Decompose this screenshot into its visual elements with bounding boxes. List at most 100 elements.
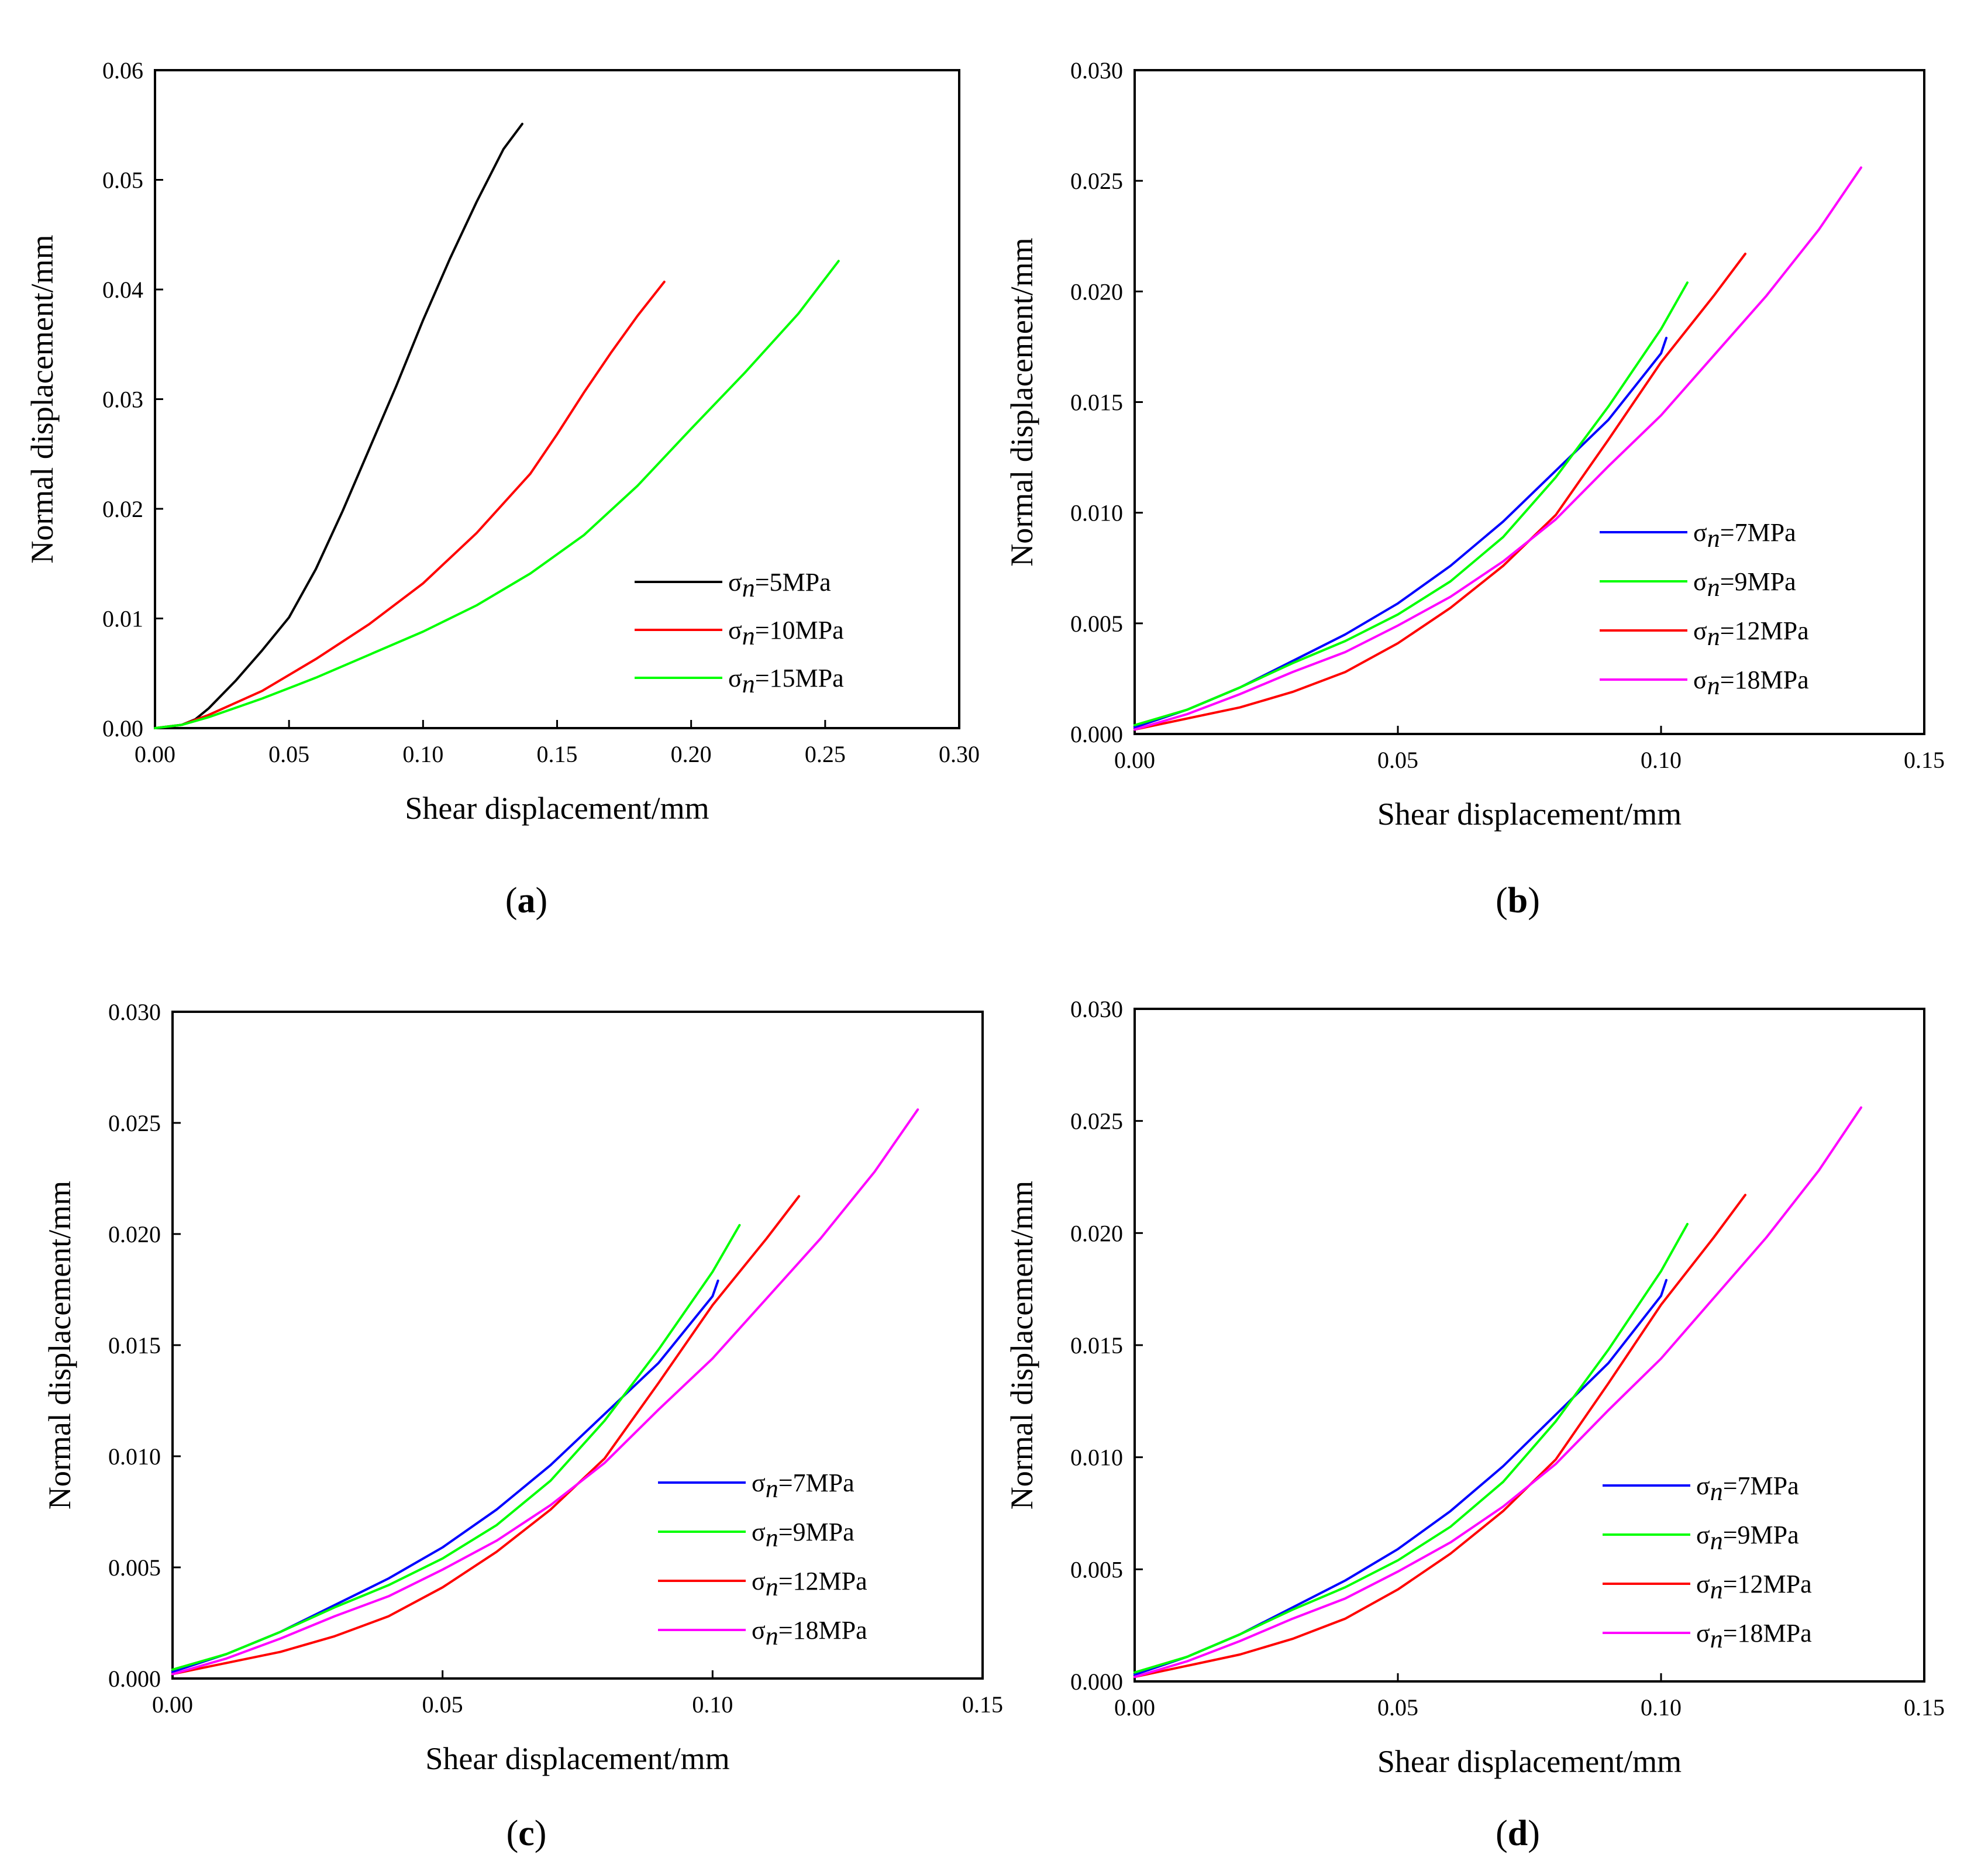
y-tick-label: 0.020 [108,1221,161,1247]
y-tick-label: 0.010 [108,1443,161,1470]
series-line-0 [1133,336,1667,729]
legend-label: σn=7MPa [752,1469,855,1503]
legend-value: =18MPa [1720,666,1809,694]
x-tick-label: 0.15 [1904,1694,1945,1721]
y-tick-label: 0.03 [102,387,143,413]
legend-sigma: σ [1693,666,1707,694]
legend-sigma: σ [1696,1521,1710,1549]
series-line-1 [1133,281,1689,726]
x-tick-label: 0.00 [135,741,175,767]
x-axis-title: Shear displacement/mm [1377,797,1682,832]
x-tick-label: 0.00 [1114,747,1155,773]
x-tick-label: 0.15 [1904,747,1945,773]
legend-label: σn=12MPa [752,1567,867,1601]
series-line-2 [154,260,840,729]
legend-value: =15MPa [755,664,844,692]
series-line-1 [154,280,666,729]
legend-value: =12MPa [1720,616,1809,645]
y-tick-label: 0.030 [1070,996,1123,1022]
legend-subscript: n [766,1573,778,1601]
legend-value: =5MPa [755,568,831,597]
panel-c: 0.00 0.05 0.10 0.15 0.000 0.005 0.010 0.015 0.02… [42,999,1003,1853]
legend-sigma: σ [1693,518,1707,547]
legend-label: σn=18MPa [752,1616,867,1650]
y-tick-label: 0.025 [108,1110,161,1136]
y-tick-label: 0.020 [1070,1220,1123,1246]
legend-value: =9MPa [1723,1521,1799,1549]
y-tick-label: 0.015 [108,1332,161,1359]
legend-label: σn=12MPa [1693,616,1809,651]
legend-label: σn=5MPa [728,568,831,602]
x-axis-title: Shear displacement/mm [405,791,709,826]
y-tick-label: 0.020 [1070,278,1123,305]
y-tick-label: 0.005 [1070,1556,1123,1583]
x-tick-label: 0.30 [939,741,980,767]
legend-subscript: n [1707,622,1720,651]
y-tick-label: 0.00 [102,715,143,742]
legend-value: =10MPa [755,616,844,644]
legend-sigma: σ [752,1616,766,1645]
y-tick-label: 0.005 [108,1555,161,1581]
panel-label: (a) [505,881,547,921]
legend-subscript: n [1710,1526,1723,1555]
y-tick-label: 0.015 [1070,1332,1123,1359]
panel-label: (c) [507,1814,547,1853]
legend-sigma: σ [752,1469,766,1497]
legend-subscript: n [742,670,755,698]
y-axis-title: Normal displacement/mm [25,235,60,563]
y-axis-title: Normal displacement/mm [42,1181,77,1509]
legend-value: =18MPa [1723,1619,1812,1647]
legend-label: σn=7MPa [1696,1471,1799,1506]
legend-sigma: σ [1693,616,1707,645]
y-tick-label: 0.01 [102,606,143,632]
x-tick-label: 0.00 [152,1691,193,1718]
legend-sigma: σ [1696,1619,1710,1647]
legend-label: σn=9MPa [1693,567,1796,602]
legend-sigma: σ [1696,1570,1710,1598]
legend-label: σn=12MPa [1696,1570,1812,1604]
x-tick-label: 0.25 [805,741,846,767]
y-tick-label: 0.025 [1070,1108,1123,1135]
legend-subscript: n [742,574,755,602]
legend-subscript: n [1710,1576,1723,1604]
y-tick-label: 0.025 [1070,168,1123,194]
legend-sigma: σ [728,616,742,644]
y-tick-label: 0.02 [102,496,143,522]
legend-value: =9MPa [1720,567,1796,596]
series-line-1 [171,1223,741,1671]
y-tick-label: 0.015 [1070,390,1123,416]
series-line-0 [171,1279,719,1673]
legend-subscript: n [1710,1625,1723,1653]
legend-label: σn=15MPa [728,664,844,698]
legend-label: σn=9MPa [1696,1521,1799,1555]
x-tick-label: 0.10 [402,741,443,767]
y-tick-label: 0.000 [1070,1669,1123,1695]
legend-sigma: σ [752,1518,766,1546]
legend-subscript: n [766,1524,778,1552]
x-tick-label: 0.20 [671,741,712,767]
y-tick-label: 0.000 [1070,721,1123,747]
series-line-2 [1133,1194,1746,1678]
legend-value: =7MPa [1720,518,1796,547]
series-line-3 [1133,166,1862,731]
legend-subscript: n [742,622,755,650]
series-line-0 [1133,1278,1667,1676]
legend-label: σn=9MPa [752,1518,855,1552]
x-tick-label: 0.10 [1641,1694,1682,1721]
y-axis-title: Normal displacement/mm [1004,237,1039,566]
legend-label: σn=7MPa [1693,518,1796,553]
y-tick-label: 0.030 [1070,57,1123,84]
legend-subscript: n [766,1474,778,1503]
legend-subscript: n [1707,524,1720,553]
x-axis-title: Shear displacement/mm [1377,1744,1682,1779]
x-tick-label: 0.05 [422,1691,463,1718]
panel-b: 0.00 0.05 0.10 0.15 0.000 0.005 0.010 0.015 0.02… [1004,57,1945,921]
legend-sigma: σ [1696,1471,1710,1500]
legend-label: σn=10MPa [728,616,844,650]
series-line-2 [171,1195,801,1676]
legend-value: =9MPa [778,1518,855,1546]
x-tick-label: 0.10 [692,1691,733,1718]
legend-subscript: n [1707,573,1720,602]
y-tick-label: 0.005 [1070,611,1123,637]
x-tick-label: 0.10 [1641,747,1682,773]
